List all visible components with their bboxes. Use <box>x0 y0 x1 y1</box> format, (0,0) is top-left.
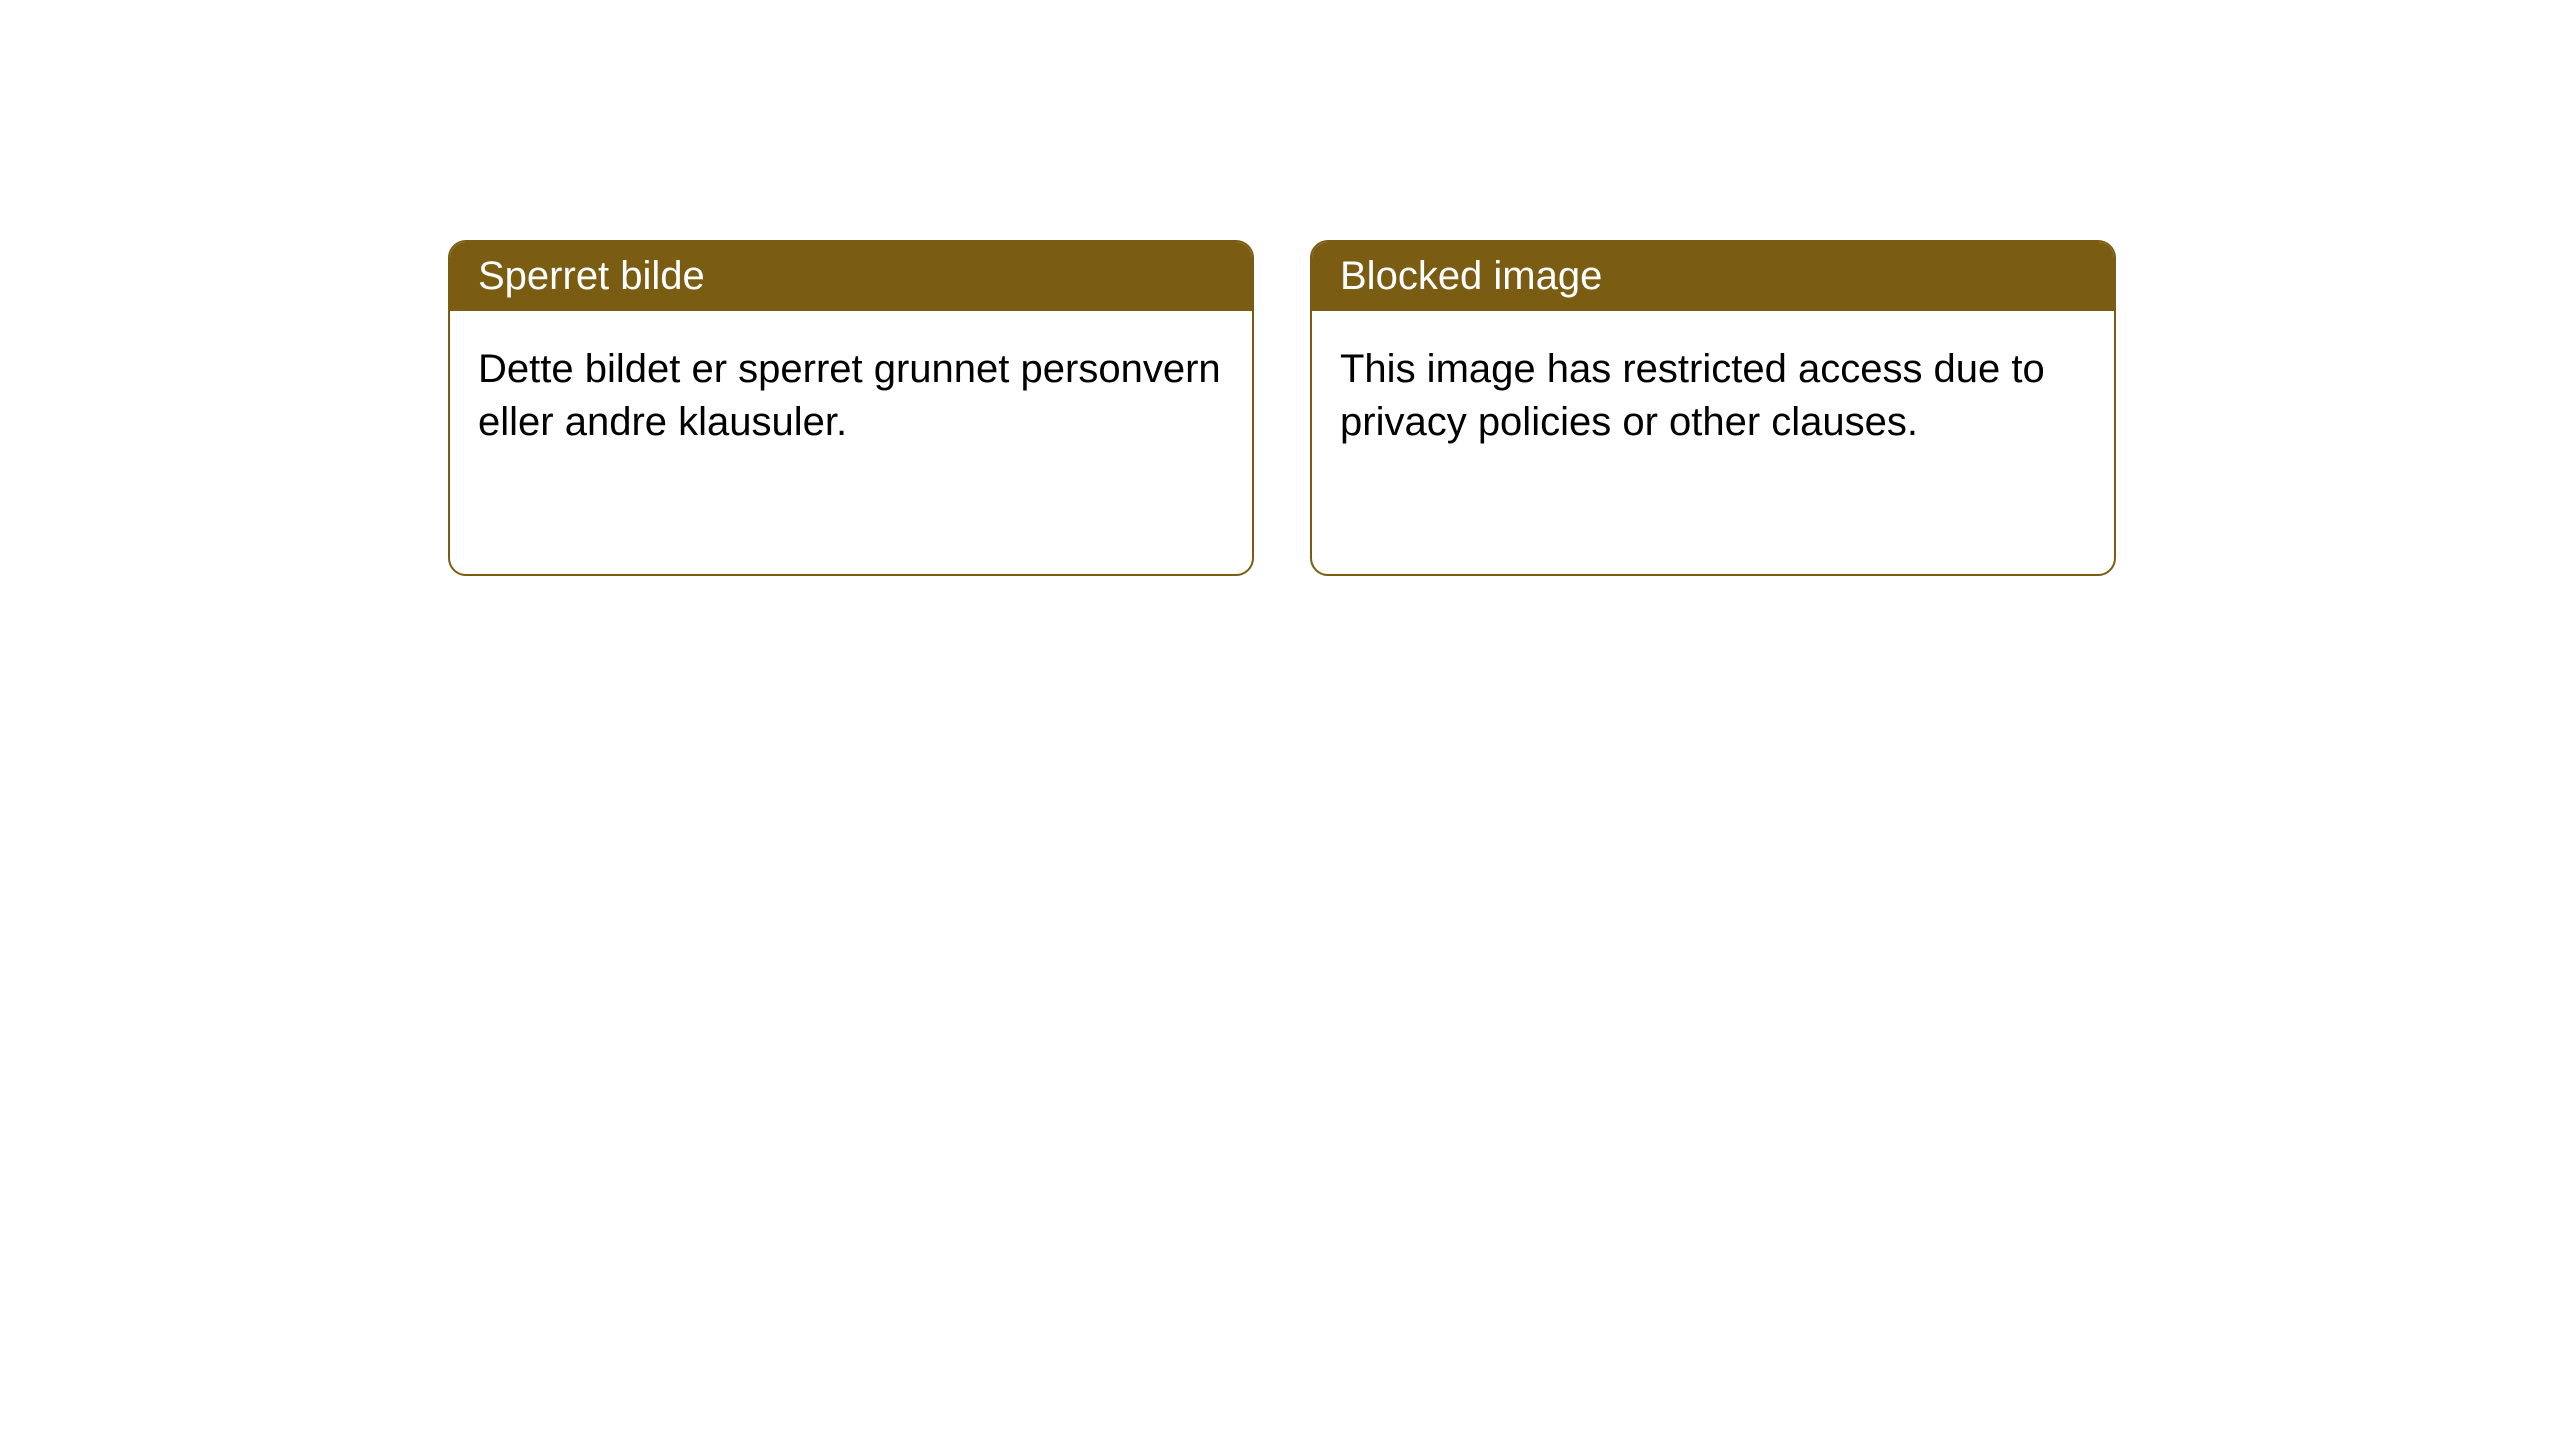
notice-body: Dette bildet er sperret grunnet personve… <box>450 311 1252 481</box>
notice-container: Sperret bilde Dette bildet er sperret gr… <box>0 0 2560 576</box>
notice-title: Blocked image <box>1312 242 2114 311</box>
notice-body: This image has restricted access due to … <box>1312 311 2114 481</box>
notice-card-norwegian: Sperret bilde Dette bildet er sperret gr… <box>448 240 1254 576</box>
notice-title: Sperret bilde <box>450 242 1252 311</box>
notice-card-english: Blocked image This image has restricted … <box>1310 240 2116 576</box>
